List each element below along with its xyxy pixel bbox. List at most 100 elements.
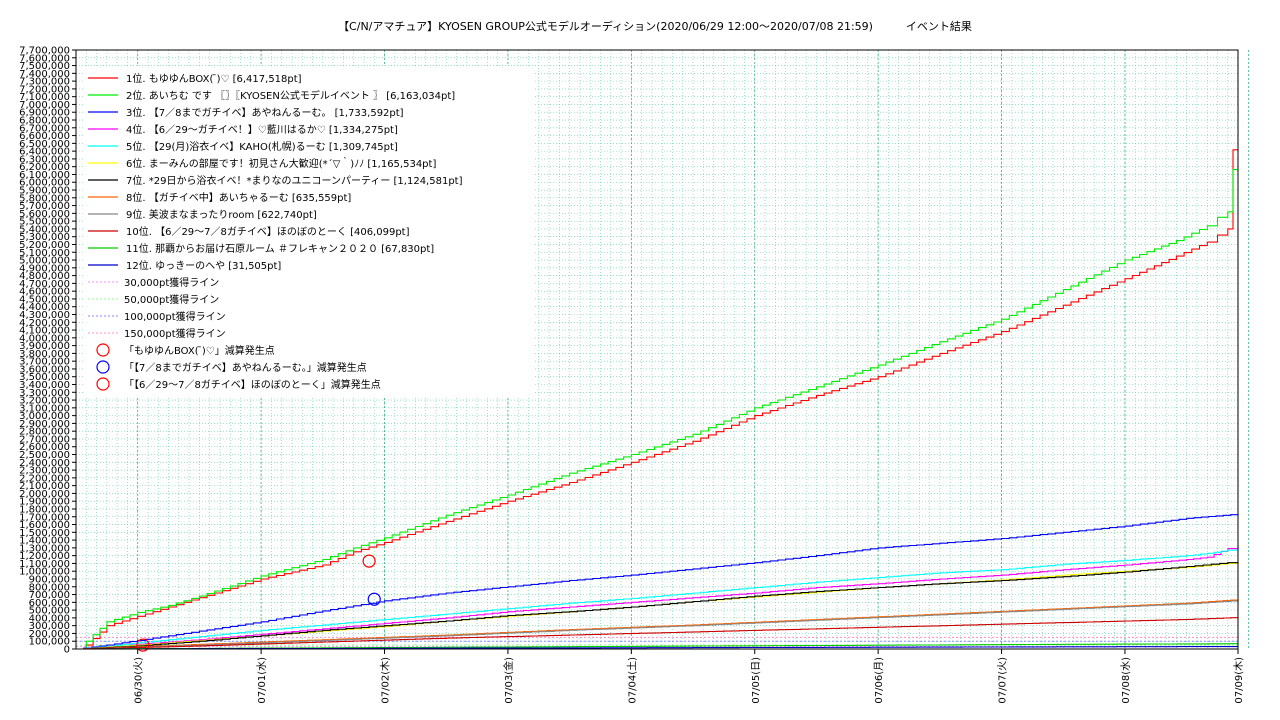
legend-entry: 4位. 【6／29〜ガチイベ！】♡藍川はるか♡ [1,334,275pt]: [126, 123, 398, 136]
y-tick-label: 2,800,000: [19, 427, 70, 438]
y-tick-label: 4,200,000: [19, 318, 70, 329]
y-tick-label: 700,000: [29, 590, 70, 601]
legend-entry: 9位. 美波まなまったりroom [622,740pt]: [126, 208, 317, 221]
x-tick-label: 06/30(火): [133, 657, 145, 704]
legend-marker: [96, 377, 110, 391]
y-tick-label: 7,200,000: [19, 84, 70, 95]
y-tick-label: 2,900,000: [19, 419, 70, 430]
legend-entry: 2位. あいちむ です 〖〗〖KYOSEN公式モデルイベント 〗 [6,163,…: [126, 89, 455, 102]
x-tick-label: 07/01(水): [256, 657, 268, 704]
markers-group: [136, 554, 381, 652]
y-tick-label: 7,700,000: [19, 46, 70, 57]
y-tick-label: 2,300,000: [19, 466, 70, 477]
x-axis: 06/30(火) 07/01(水) 07/02(木) 07/03(金) 07/04(土)…: [133, 649, 1245, 704]
legend-entry: 12位. ゆっきーのへや [31,505pt]: [126, 259, 281, 272]
y-tick-label: 6,200,000: [19, 162, 70, 173]
y-tick-label: 6,400,000: [19, 147, 70, 158]
reference-lines: [76, 636, 1238, 648]
y-tick-label: 2,200,000: [19, 473, 70, 484]
y-tick-label: 1,300,000: [19, 543, 70, 554]
legend-entry: 「もゆゆんBOX( ̄)♡」減算発生点: [124, 344, 275, 357]
y-tick-label: 2,600,000: [19, 442, 70, 453]
y-tick-label: 1,600,000: [19, 520, 70, 531]
y-tick-label: 1,500,000: [19, 528, 70, 539]
chart-title: 【C/N/アマチュア】KYOSEN GROUP公式モデルオーディション(2020…: [338, 19, 972, 33]
y-tick-label: 5,400,000: [19, 224, 70, 235]
y-tick-label: 4,500,000: [19, 294, 70, 305]
decrement-marker: [367, 592, 381, 606]
y-tick-label: 4,900,000: [19, 263, 70, 274]
y-tick-label: 6,800,000: [19, 116, 70, 127]
y-tick-label: 4,400,000: [19, 302, 70, 313]
y-tick-label: 300,000: [29, 621, 70, 632]
series-group: [76, 149, 1239, 650]
y-tick-label: 7,000,000: [19, 100, 70, 111]
series-line: [76, 149, 1238, 650]
y-tick-label: 1,800,000: [19, 504, 70, 515]
x-tick-label: 07/08(水): [1120, 657, 1132, 704]
series-line: [76, 617, 1239, 650]
y-tick-label: 3,100,000: [19, 403, 70, 414]
y-tick-label: 500,000: [29, 606, 70, 617]
y-tick-label: 4,100,000: [19, 326, 70, 337]
y-tick-label: 4,600,000: [19, 287, 70, 298]
y-tick-label: 5,900,000: [19, 186, 70, 197]
y-tick-label: 2,000,000: [19, 489, 70, 500]
x-tick-label: 07/03(金): [502, 657, 515, 704]
series-line: [76, 561, 1239, 650]
y-tick-label: 5,100,000: [19, 248, 70, 259]
y-axis: 0100,000200,000300,000400,000500,000600,…: [19, 46, 76, 656]
legend-entry: 6位. まーみんの部屋です！初見さん大歓迎(*´▽｀)ﾉﾉ [1,165,534…: [126, 156, 436, 170]
y-tick-label: 5,600,000: [19, 209, 70, 220]
y-tick-label: 600,000: [29, 598, 70, 609]
legend-entry: 5位. 【29(月)浴衣イベ】KAHO(札幌)るーむ [1,309,745pt]: [126, 140, 398, 153]
x-tick-label: 07/04(土): [625, 657, 638, 704]
y-tick-label: 7,400,000: [19, 69, 70, 80]
decrement-marker: [362, 554, 376, 568]
y-tick-label: 5,700,000: [19, 201, 70, 212]
y-tick-label: 5,800,000: [19, 193, 70, 204]
x-tick-label: 07/02(木): [380, 657, 392, 704]
y-tick-label: 2,100,000: [19, 481, 70, 492]
series-line: [76, 514, 1239, 650]
x-tick-label: 07/09(木): [1233, 657, 1245, 704]
y-tick-label: 1,100,000: [19, 559, 70, 570]
y-tick-label: 1,400,000: [19, 536, 70, 547]
y-tick-label: 4,800,000: [19, 271, 70, 282]
y-tick-label: 1,200,000: [19, 551, 70, 562]
y-tick-label: 1,700,000: [19, 512, 70, 523]
legend-marker: [96, 360, 110, 374]
legend-entry: 30,000pt獲得ライン: [124, 276, 219, 289]
legend-marker: [96, 343, 110, 357]
y-tick-label: 3,300,000: [19, 388, 70, 399]
y-tick-label: 1,000,000: [19, 567, 70, 578]
y-tick-label: 400,000: [29, 613, 70, 624]
legend-entry: 1位. もゆゆんBOX( ̄)♡ [6,417,518pt]: [126, 72, 302, 85]
y-tick-label: 7,600,000: [19, 53, 70, 64]
y-tick-label: 900,000: [29, 574, 70, 585]
y-tick-label: 3,000,000: [19, 411, 70, 422]
y-tick-label: 4,300,000: [19, 310, 70, 321]
y-tick-label: 7,300,000: [19, 77, 70, 88]
y-tick-label: 1,900,000: [19, 497, 70, 508]
legend-entry: 50,000pt獲得ライン: [124, 293, 219, 306]
legend-entry: 150,000pt獲得ライン: [124, 327, 226, 340]
legend-entry: 8位. 【ガチイベ中】あいちゃるーむ [635,559pt]: [126, 191, 351, 204]
y-tick-label: 3,900,000: [19, 341, 70, 352]
y-tick-label: 2,400,000: [19, 458, 70, 469]
series-line: [76, 545, 1239, 650]
series-line: [76, 547, 1239, 650]
y-tick-label: 5,300,000: [19, 232, 70, 243]
legend-entry: 3位. 【7／8までガチイベ】あやねんるーむ。 [1,733,592pt]: [126, 106, 404, 119]
decrement-marker: [136, 638, 150, 652]
y-tick-label: 800,000: [29, 582, 70, 593]
y-tick-label: 0: [64, 645, 70, 656]
y-tick-label: 6,600,000: [19, 131, 70, 142]
y-tick-label: 3,800,000: [19, 349, 70, 360]
y-tick-label: 2,500,000: [19, 450, 70, 461]
legend-entry: 「【7／8までガチイベ】あやねんるーむ。」減算発生点: [124, 361, 367, 374]
y-tick-label: 3,700,000: [19, 357, 70, 368]
y-tick-label: 7,500,000: [19, 61, 70, 72]
y-tick-label: 5,000,000: [19, 256, 70, 267]
